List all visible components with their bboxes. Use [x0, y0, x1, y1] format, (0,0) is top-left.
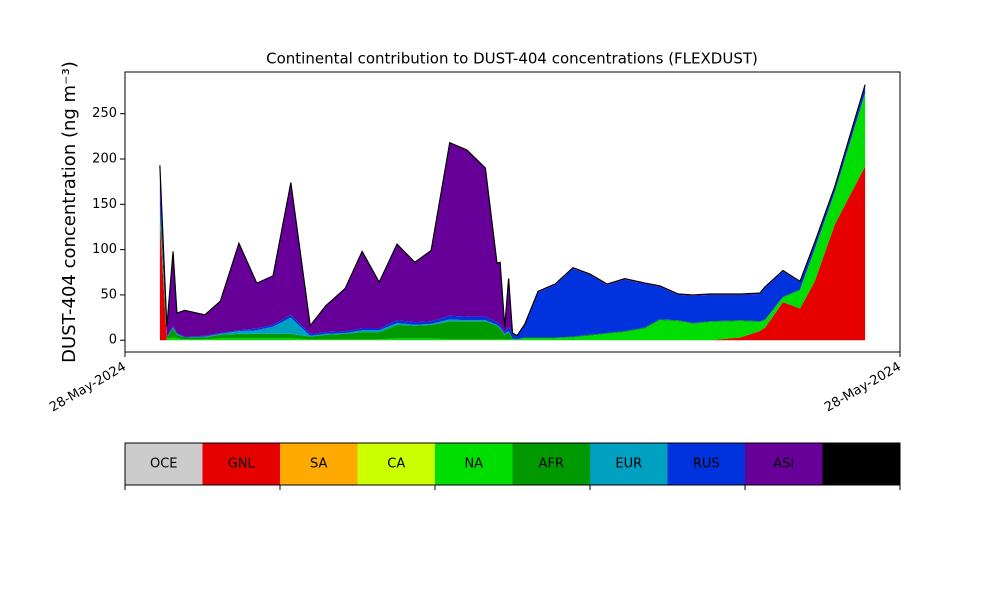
legend-swatch	[512, 443, 590, 485]
area	[159, 84, 866, 337]
legend-ticks	[124, 485, 901, 490]
legend-swatch	[822, 443, 900, 485]
legend-swatch	[745, 443, 823, 485]
total-outline	[159, 84, 866, 337]
legend-label: NA	[464, 457, 483, 472]
y-tick-label: 50	[100, 287, 117, 302]
x-tick-label: 28-May-2024	[822, 360, 904, 416]
legend-label: ASI	[773, 457, 794, 472]
legend-swatch	[357, 443, 435, 485]
legend-label: CA	[387, 457, 405, 472]
legend-label: AUS	[848, 457, 875, 472]
legend-swatch	[125, 443, 203, 485]
chart-title: Continental contribution to DUST-404 con…	[266, 50, 758, 68]
legend-label: EUR	[615, 457, 642, 472]
plot-area	[159, 84, 866, 341]
y-tick-label: 250	[92, 106, 117, 121]
y-tick-label: 0	[109, 333, 117, 348]
y-tick-label: 200	[92, 151, 117, 166]
legend-label: RUS	[693, 457, 720, 472]
legend-label: OCE	[150, 457, 178, 472]
y-axis-label: DUST-404 concentration (ng m⁻³)	[59, 61, 80, 363]
axes-frame	[124, 71, 901, 353]
legend-swatch	[590, 443, 668, 485]
legend-label: AFR	[539, 457, 564, 472]
area	[159, 166, 866, 341]
legend-swatch	[667, 443, 745, 485]
legend-label: GNL	[228, 457, 256, 472]
legend-swatch	[280, 443, 358, 485]
y-tick-label: 100	[92, 242, 117, 257]
x-tick-label: 28-May-2024	[47, 360, 129, 416]
legend-frame	[124, 442, 901, 486]
legend-swatch	[202, 443, 280, 485]
legend-swatch	[435, 443, 513, 485]
y-tick-label: 150	[92, 197, 117, 212]
legend-label: SA	[310, 457, 327, 472]
legend: OCE GNL SA CA NA AFR EUR RUS ASI AUS	[124, 442, 901, 486]
